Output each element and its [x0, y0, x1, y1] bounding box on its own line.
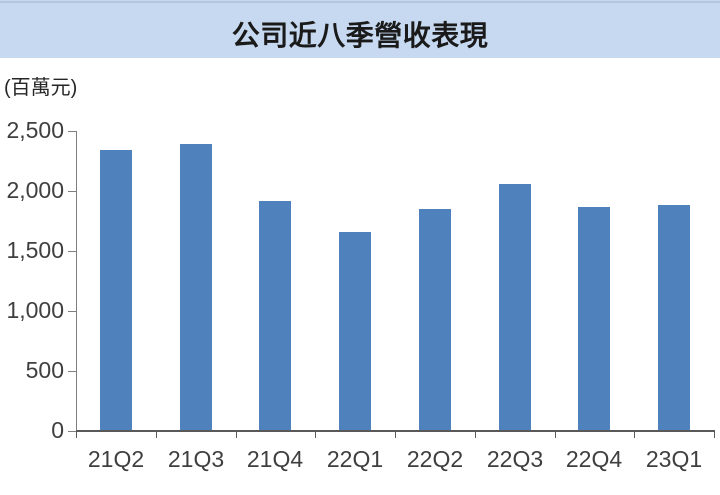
x-tick-label-22Q1: 22Q1: [326, 446, 384, 472]
bar-22Q1: [339, 232, 371, 431]
x-tick-label-23Q1: 23Q1: [645, 446, 703, 472]
bar-22Q2: [419, 209, 451, 431]
y-axis-unit-label: (百萬元): [4, 77, 78, 99]
y-axis-line: [76, 131, 77, 431]
x-tick-mark-7: [634, 431, 635, 438]
y-tick-mark-2500: [68, 131, 76, 132]
bar-21Q3: [180, 144, 212, 431]
x-tick-label-22Q3: 22Q3: [486, 446, 544, 472]
y-tick-label-2000: 2,000: [6, 177, 64, 203]
y-tick-label-1500: 1,500: [6, 237, 64, 263]
x-tick-label-21Q2: 21Q2: [87, 446, 145, 472]
y-tick-mark-1000: [68, 311, 76, 312]
y-tick-mark-1500: [68, 251, 76, 252]
chart-title: 公司近八季營收表現: [231, 20, 489, 51]
x-tick-label-21Q4: 21Q4: [246, 446, 304, 472]
y-tick-label-500: 500: [25, 357, 64, 383]
chart-title-banner: 公司近八季營收表現: [0, 0, 720, 58]
x-tick-mark-0: [76, 431, 77, 438]
x-tick-mark-2: [236, 431, 237, 438]
bar-21Q4: [259, 201, 291, 431]
y-tick-mark-500: [68, 371, 76, 372]
x-tick-label-21Q3: 21Q3: [167, 446, 225, 472]
x-tick-mark-6: [555, 431, 556, 438]
y-tick-label-1000: 1,000: [6, 297, 64, 323]
x-tick-label-22Q4: 22Q4: [565, 446, 623, 472]
x-tick-label-22Q2: 22Q2: [406, 446, 464, 472]
y-tick-label-2500: 2,500: [6, 117, 64, 143]
bar-22Q3: [499, 184, 531, 431]
x-tick-mark-5: [475, 431, 476, 438]
x-axis-line: [76, 430, 715, 432]
x-tick-mark-3: [315, 431, 316, 438]
y-tick-mark-2000: [68, 191, 76, 192]
y-tick-mark-0: [68, 431, 76, 432]
x-tick-mark-8: [714, 431, 715, 438]
x-tick-mark-4: [395, 431, 396, 438]
bar-23Q1: [658, 205, 690, 431]
x-tick-mark-1: [156, 431, 157, 438]
banner-top-strip: [0, 1, 720, 3]
bar-21Q2: [100, 150, 132, 431]
y-tick-label-0: 0: [51, 417, 64, 443]
bar-22Q4: [578, 207, 610, 431]
